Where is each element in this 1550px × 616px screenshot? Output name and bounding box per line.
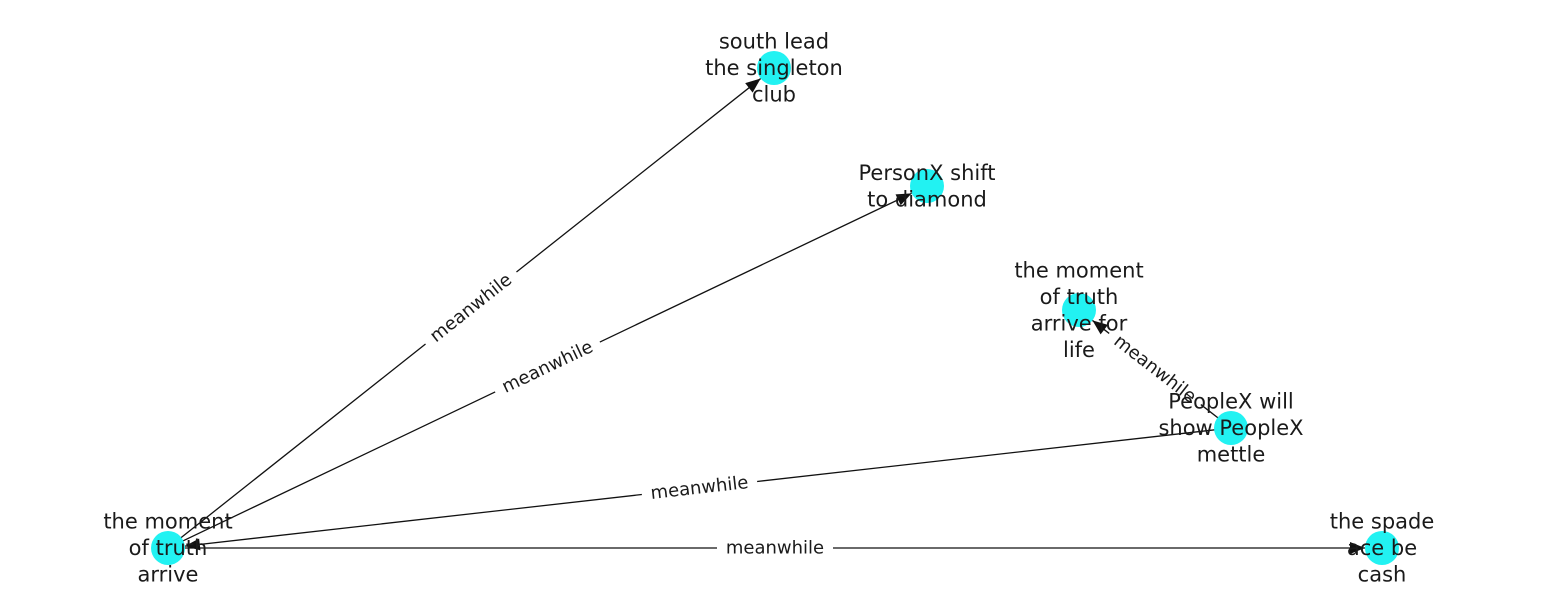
edge-n5-n6: meanwhile (172, 538, 1365, 559)
edge-line (170, 343, 426, 547)
edge-label: meanwhile (649, 472, 749, 504)
node-label-n3: the moment of truth arrive for life (1014, 258, 1143, 362)
node-n1 (757, 51, 791, 85)
edge-line (184, 493, 642, 547)
node-label-line: the moment (103, 510, 232, 534)
arrow-head-icon (895, 193, 912, 206)
edge-line (171, 391, 496, 547)
node-label-line: of truth (1040, 285, 1119, 309)
node-label-line: show PeopleX (1158, 416, 1303, 440)
node-label-line: of truth (129, 536, 208, 560)
node-n4 (1214, 411, 1248, 445)
node-label-line: the moment (1014, 258, 1143, 282)
node-label-n4: PeopleX will show PeopleX mettle (1158, 390, 1303, 467)
node-label-line: PeopleX will (1168, 390, 1294, 414)
node-n2 (910, 169, 944, 203)
edge-label: meanwhile (726, 538, 824, 559)
node-label-line: PersonX shift (859, 161, 996, 185)
arrow-head-icon (1350, 542, 1365, 554)
node-label-n6: the spade ace be cash (1330, 510, 1435, 587)
node-n6 (1365, 531, 1399, 565)
labels-layer: south lead the singleton club PersonX shift… (103, 30, 1434, 587)
edge-n5-n2: meanwhile (171, 192, 912, 547)
node-n3 (1062, 293, 1096, 327)
edge-label: meanwhile (426, 269, 516, 346)
edge-line (757, 427, 1228, 483)
node-label-n1: south lead the singleton club (705, 30, 843, 107)
nodes-layer (151, 51, 1399, 565)
node-label-line: life (1063, 338, 1095, 362)
node-n5 (151, 531, 185, 565)
arrow-head-icon (745, 78, 761, 93)
node-label-line: ace be (1347, 536, 1417, 560)
node-label-line: arrive for (1031, 311, 1128, 335)
node-label-line: club (752, 83, 796, 107)
node-label-line: cash (1358, 563, 1407, 587)
edge-n4-n5: meanwhile (184, 427, 1228, 551)
node-label-n2: PersonX shift to diamond (859, 161, 996, 212)
node-label-line: south lead (719, 30, 829, 54)
edge-line (516, 78, 762, 273)
node-label-line: to diamond (867, 187, 987, 211)
node-label-line: mettle (1197, 443, 1266, 467)
edge-label: meanwhile (499, 336, 597, 397)
edge-n5-n1: meanwhile (170, 78, 762, 547)
node-label-line: the spade (1330, 510, 1435, 534)
node-label-n5: the moment of truth arrive (103, 510, 232, 587)
edge-line (599, 192, 912, 343)
arrow-head-icon (1092, 320, 1108, 335)
node-label-line: arrive (138, 563, 199, 587)
node-label-line: the singleton (705, 56, 843, 80)
